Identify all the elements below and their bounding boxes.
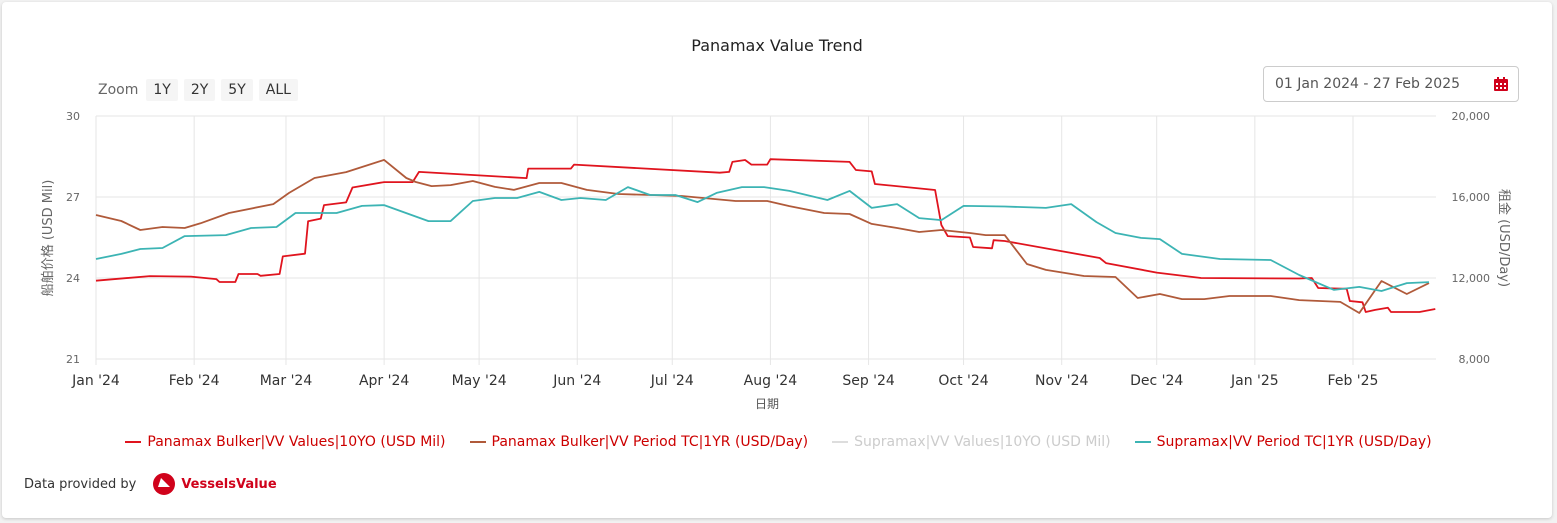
- zoom-5y-button[interactable]: 5Y: [221, 79, 253, 101]
- brand-name: VesselsValue: [181, 476, 277, 492]
- legend-swatch: [125, 441, 142, 443]
- zoom-1y-button[interactable]: 1Y: [146, 79, 178, 101]
- series-line-0: [95, 158, 1436, 313]
- x-tick-label: Jun '24: [552, 373, 601, 389]
- x-tick-label: Feb '25: [1328, 373, 1379, 389]
- vesselsvalue-logo-icon: [153, 473, 176, 495]
- right-tick-label: 8,000: [1459, 353, 1491, 366]
- x-tick-label: Nov '24: [1035, 373, 1089, 389]
- legend-swatch: [1134, 441, 1151, 443]
- x-axis-title: 日期: [755, 397, 779, 411]
- date-range-input[interactable]: 01 Jan 2024 - 27 Feb 2025: [1263, 66, 1519, 102]
- left-tick-label: 27: [66, 191, 80, 204]
- legend-item-supramax-values[interactable]: Supramax|VV Values|10YO (USD Mil): [832, 434, 1111, 450]
- x-tick-label: Aug '24: [744, 373, 798, 389]
- legend-item-panamax-tc[interactable]: Panamax Bulker|VV Period TC|1YR (USD/Day…: [469, 434, 809, 450]
- x-tick-label: May '24: [452, 373, 507, 389]
- x-tick-label: Sep '24: [842, 373, 895, 389]
- zoom-controls: Zoom 1Y 2Y 5Y ALL: [98, 79, 298, 101]
- x-tick-label: Jan '25: [1230, 373, 1279, 389]
- chart-title: Panamax Value Trend: [691, 36, 863, 55]
- legend-label: Panamax Bulker|VV Period TC|1YR (USD/Day…: [491, 434, 809, 450]
- left-tick-label: 21: [66, 353, 80, 366]
- x-tick-label: Jul '24: [650, 373, 694, 389]
- x-tick-label: Jan '24: [71, 373, 120, 389]
- legend-item-supramax-tc[interactable]: Supramax|VV Period TC|1YR (USD/Day): [1134, 434, 1432, 450]
- legend-label: Supramax|VV Values|10YO (USD Mil): [854, 434, 1111, 450]
- zoom-2y-button[interactable]: 2Y: [183, 79, 216, 101]
- right-tick-label: 20,000: [1452, 110, 1491, 123]
- x-tick-label: Apr '24: [359, 373, 409, 389]
- right-tick-label: 12,000: [1452, 272, 1491, 285]
- left-tick-label: 30: [66, 110, 80, 123]
- x-tick-label: Mar '24: [260, 373, 313, 389]
- calendar-icon[interactable]: [1493, 76, 1509, 92]
- right-axis-title: 租金 (USD/Day): [1496, 189, 1512, 287]
- left-axis-title: 船舶价格 (USD Mil): [40, 180, 56, 297]
- legend-swatch: [469, 441, 486, 443]
- chart-legend: Panamax Bulker|VV Values|10YO (USD Mil) …: [0, 434, 1557, 450]
- series-line-1: [95, 159, 1430, 314]
- data-attribution: Data provided by VesselsValue: [24, 472, 277, 496]
- x-tick-label: Feb '24: [169, 373, 220, 389]
- legend-swatch: [832, 441, 849, 443]
- series-line-3: [95, 186, 1430, 292]
- legend-item-panamax-values[interactable]: Panamax Bulker|VV Values|10YO (USD Mil): [125, 434, 446, 450]
- vesselsvalue-logo[interactable]: VesselsValue: [152, 472, 277, 496]
- right-tick-label: 16,000: [1452, 191, 1491, 204]
- zoom-all-button[interactable]: ALL: [258, 79, 298, 101]
- legend-label: Panamax Bulker|VV Values|10YO (USD Mil): [147, 434, 446, 450]
- attribution-label: Data provided by: [24, 476, 137, 492]
- x-tick-label: Oct '24: [938, 373, 988, 389]
- zoom-label: Zoom: [98, 82, 139, 98]
- x-tick-label: Dec '24: [1130, 373, 1183, 389]
- left-tick-label: 24: [66, 272, 80, 285]
- date-range-value: 01 Jan 2024 - 27 Feb 2025: [1275, 76, 1461, 92]
- legend-label: Supramax|VV Period TC|1YR (USD/Day): [1156, 434, 1432, 450]
